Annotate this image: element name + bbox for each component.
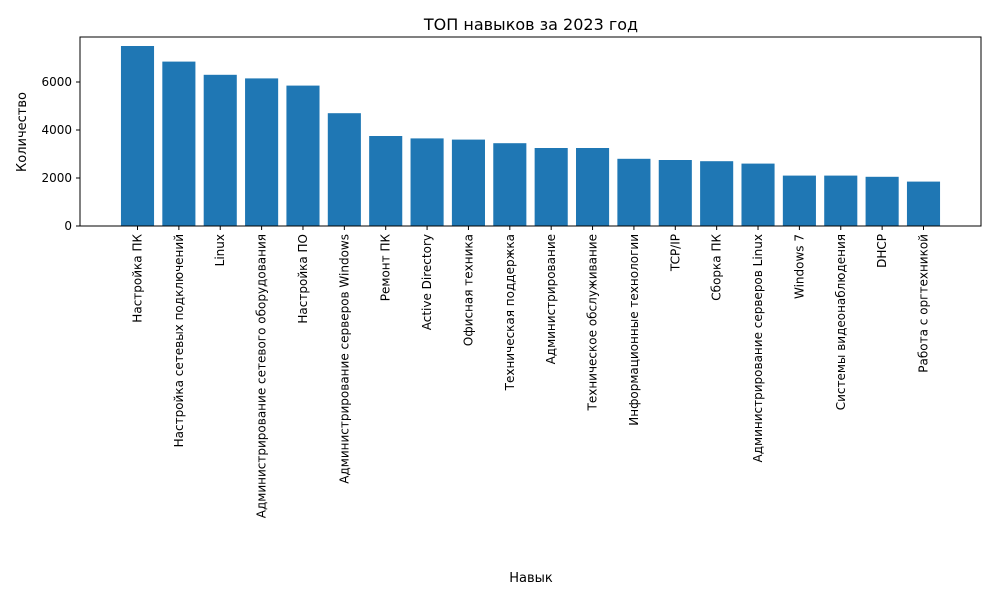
x-tick-label: Ремонт ПК [379,234,393,302]
bar [162,61,196,226]
y-tick-label: 2000 [41,171,72,185]
y-axis-label: Количество [15,92,30,172]
x-tick-label: Сборка ПК [710,234,724,301]
bar [286,85,320,226]
y-tick-label: 6000 [41,75,72,89]
bar [203,74,237,226]
x-tick-label: Офисная техника [461,234,475,346]
x-tick-label: Работа с оргтехникой [916,234,930,373]
bar [741,163,775,226]
y-tick-label: 4000 [41,123,72,137]
y-ticks-layer: 0 2000 4000 6000 [41,75,80,233]
bar [534,148,568,226]
bar [245,78,279,227]
x-tick-label: Администрирование серверов Linux [751,234,765,462]
x-tick-label: Настройка сетевых подключений [172,234,186,447]
bar [410,138,444,226]
bar [576,148,610,226]
plot-frame [79,36,982,227]
bar [493,143,527,226]
bar [700,161,734,226]
bar [906,181,941,226]
x-tick-label: Техническая поддержка [503,234,517,391]
x-tick-label: Active Directory [420,234,434,330]
x-axis-label: Навык [509,571,553,586]
bar [120,46,155,226]
bar [451,139,485,226]
bar [782,175,816,226]
x-tick-label: Windows 7 [792,234,806,299]
x-tick-label: Настройка ПК [131,234,145,323]
x-tick-label: Техническое обслуживание [586,234,600,412]
bar [824,175,858,226]
x-tick-label: Администрирование серверов Windows [337,234,351,484]
bar [369,136,403,226]
x-ticks-layer: Настройка ПК Настройка сетевых подключени… [131,226,930,518]
bar [865,176,899,226]
x-tick-label: Администрирование [544,234,558,364]
bar [617,158,651,226]
x-tick-label: Администрирование сетевого оборудования [255,234,269,518]
bar [327,113,361,226]
x-tick-label: Информационные технологии [627,234,641,426]
chart-title: ТОП навыков за 2023 год [423,15,638,34]
x-tick-label: Настройка ПО [296,234,310,324]
x-tick-label: Linux [213,234,227,266]
bar [658,160,692,226]
x-tick-label: DHCP [875,234,889,268]
x-tick-label: Системы видеонаблюдения [834,234,848,410]
x-tick-label: TCP/IP [668,234,682,272]
y-tick-label: 0 [64,219,72,233]
bars-layer [120,46,941,227]
